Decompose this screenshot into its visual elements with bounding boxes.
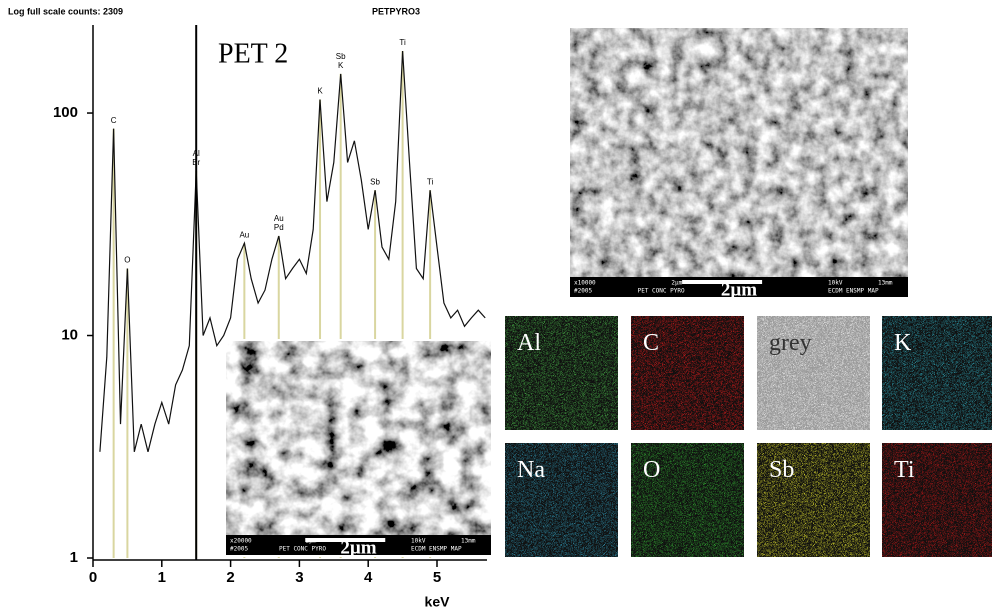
map-label: C (643, 330, 659, 356)
scale-label: 2µm (721, 279, 757, 300)
peak-label: Sb (370, 177, 380, 186)
x-tick-label: 0 (89, 569, 97, 586)
x-tick-label: 1 (158, 569, 166, 586)
sem-caption: 10kV (411, 538, 426, 545)
peak-label: K (338, 61, 344, 70)
element-map: grey (757, 316, 870, 430)
sem-caption: ECDM ENSMP MAP (828, 288, 879, 295)
sem-caption: 13mm (461, 538, 476, 545)
figure: Log full scale counts: 2309 PETPYRO3 PET… (0, 0, 992, 614)
sem-image (226, 341, 491, 555)
sem-caption: #2005 (230, 546, 248, 553)
x-tick-label: 4 (364, 569, 373, 586)
scale-label: 2µm (340, 537, 376, 558)
peak-label: Ti (399, 38, 406, 47)
y-tick-label: 100 (53, 104, 78, 121)
x-tick-label: 2 (226, 569, 234, 586)
peak-label: Sb (336, 52, 346, 61)
sem-caption: #2005 (574, 288, 592, 295)
sem-image (570, 28, 908, 297)
peak-label: Ti (427, 177, 434, 186)
sem-caption: PET CONC PYRO (279, 546, 326, 553)
y-tick-label: 10 (61, 326, 78, 343)
peak-label: Pd (274, 223, 284, 232)
y-tick-label: 1 (70, 549, 78, 566)
element-map: Al (505, 316, 618, 430)
x-tick-label: 3 (295, 569, 303, 586)
sem-caption: ECDM ENSMP MAP (411, 546, 462, 553)
sem-caption: x10000 (574, 280, 596, 287)
peak-label: C (111, 116, 117, 125)
element-map: O (631, 443, 744, 557)
chart-title: PET 2 (218, 38, 288, 69)
peak-label: K (317, 87, 323, 96)
sem-caption: x20000 (230, 538, 252, 545)
map-label: Sb (769, 457, 794, 483)
header-right: PETPYRO3 (372, 6, 420, 16)
map-label: O (643, 457, 660, 483)
element-map: Ti (882, 443, 992, 557)
sem-caption: 2µm (671, 280, 682, 287)
header-left: Log full scale counts: 2309 (8, 6, 123, 16)
sem-caption: 13mm (878, 280, 893, 287)
map-label: K (894, 330, 912, 356)
sem-caption: 10kV (828, 280, 843, 287)
peak-label: O (124, 256, 130, 265)
map-label: Na (517, 457, 545, 483)
map-label: Ti (894, 457, 915, 483)
images: x10000 2µm 10kV 13mm #2005 PET CONC PYRO ECDM … (224, 28, 992, 558)
element-map: Na (505, 443, 618, 557)
element-map: Sb (757, 443, 870, 557)
element-map: C (631, 316, 744, 430)
map-label: Al (517, 330, 541, 356)
x-axis-label: keV (425, 594, 451, 610)
element-map: K (882, 316, 992, 430)
peak-label: Au (274, 214, 284, 223)
x-tick-label: 5 (433, 569, 441, 586)
map-label: grey (769, 330, 812, 356)
peak-label: Au (239, 230, 249, 239)
sem-caption: PET CONC PYRO (638, 288, 685, 295)
